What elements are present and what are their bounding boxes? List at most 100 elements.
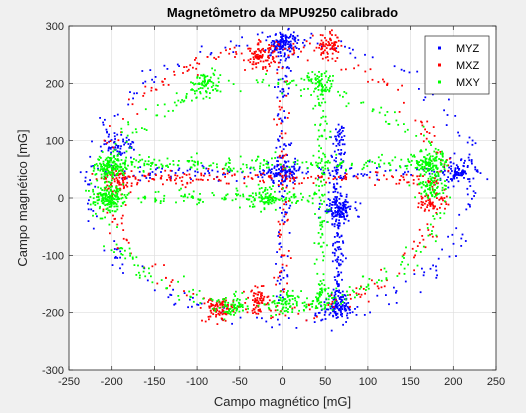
mxy-point [267, 303, 270, 306]
mxy-point [124, 162, 126, 165]
mxy-point [199, 198, 202, 201]
myz-point [318, 208, 320, 210]
mxz-point [150, 89, 153, 92]
myz-point [281, 77, 284, 80]
myz-point [132, 141, 135, 144]
myz-point [442, 171, 445, 173]
mxy-point [125, 167, 127, 170]
mxy-point [180, 195, 183, 197]
mxy-point [385, 270, 388, 273]
mxz-point [329, 48, 332, 51]
mxy-point [115, 243, 118, 246]
myz-point [204, 172, 206, 175]
mxy-point [127, 164, 129, 167]
mxy-point [107, 199, 110, 201]
mxy-point [118, 247, 121, 250]
mxy-point [319, 123, 322, 126]
myz-point [329, 202, 331, 205]
mxy-point [258, 187, 261, 190]
mxz-point [127, 175, 130, 178]
myz-point [113, 115, 116, 117]
myz-point [90, 208, 93, 211]
mxy-point [327, 298, 330, 301]
mxz-point [448, 157, 451, 160]
myz-point [131, 141, 134, 143]
mxy-point [234, 303, 237, 306]
mxy-point [289, 299, 291, 302]
mxy-point [235, 187, 238, 190]
mxz-point [189, 64, 192, 67]
mxy-point [320, 301, 323, 304]
mxz-point [118, 173, 121, 175]
mxz-point [209, 297, 212, 300]
mxz-point [112, 146, 115, 149]
mxz-point [218, 178, 220, 181]
mxy-point [90, 182, 93, 185]
mxy-point [263, 208, 266, 211]
mxy-point [107, 202, 109, 205]
mxy-point [367, 287, 370, 290]
mxz-point [254, 297, 257, 300]
myz-point [294, 45, 297, 48]
mxz-point [258, 291, 261, 294]
myz-point [331, 170, 334, 172]
mxy-point [216, 300, 218, 303]
myz-point [107, 149, 110, 152]
mxy-point [105, 189, 108, 192]
mxz-point [335, 41, 338, 44]
mxz-point [207, 301, 209, 303]
myz-point [307, 170, 309, 173]
mxz-point [320, 39, 323, 42]
myz-point [324, 311, 327, 314]
mxy-point [385, 120, 387, 123]
mxy-point [104, 192, 106, 195]
mxy-point [320, 305, 322, 307]
mxy-point [223, 318, 226, 321]
myz-point [285, 203, 288, 206]
mxz-point [111, 190, 114, 193]
myz-point [347, 219, 350, 222]
mxz-point [308, 308, 311, 311]
mxy-point [326, 221, 329, 223]
myz-point [286, 275, 289, 278]
myz-point [340, 136, 343, 139]
myz-point [141, 174, 144, 177]
mxy-point [414, 196, 416, 199]
x-tick-label: -250 [58, 376, 80, 388]
myz-point [468, 153, 471, 156]
mxz-point [113, 180, 116, 183]
mxy-point [259, 165, 261, 168]
mxz-point [136, 183, 138, 186]
mxy-point [231, 199, 234, 202]
myz-point [286, 211, 288, 214]
mxz-point [258, 302, 261, 305]
myz-point [337, 207, 340, 210]
mxy-point [227, 301, 230, 304]
myz-point [196, 303, 198, 306]
mxz-point [111, 221, 114, 223]
mxy-point [159, 202, 162, 204]
mxy-point [286, 83, 288, 86]
mxy-point [383, 267, 386, 270]
myz-point [283, 94, 286, 97]
mxy-point [310, 80, 313, 83]
mxy-point [235, 290, 237, 293]
myz-point [466, 187, 469, 190]
myz-point [343, 222, 345, 225]
mxy-point [308, 76, 310, 79]
mxy-point [106, 203, 109, 206]
mxz-point [277, 276, 280, 279]
myz-point [160, 171, 162, 173]
myz-point [279, 43, 282, 45]
mxz-point [278, 105, 281, 108]
mxy-point [443, 163, 446, 166]
myz-point [451, 233, 454, 236]
mxz-point [232, 310, 235, 313]
mxy-point [274, 197, 276, 199]
myz-point [99, 117, 101, 119]
myz-point [448, 166, 451, 169]
mxy-point [160, 163, 163, 166]
myz-point [281, 219, 284, 222]
mxz-point [186, 181, 189, 184]
mxz-point [253, 304, 255, 306]
